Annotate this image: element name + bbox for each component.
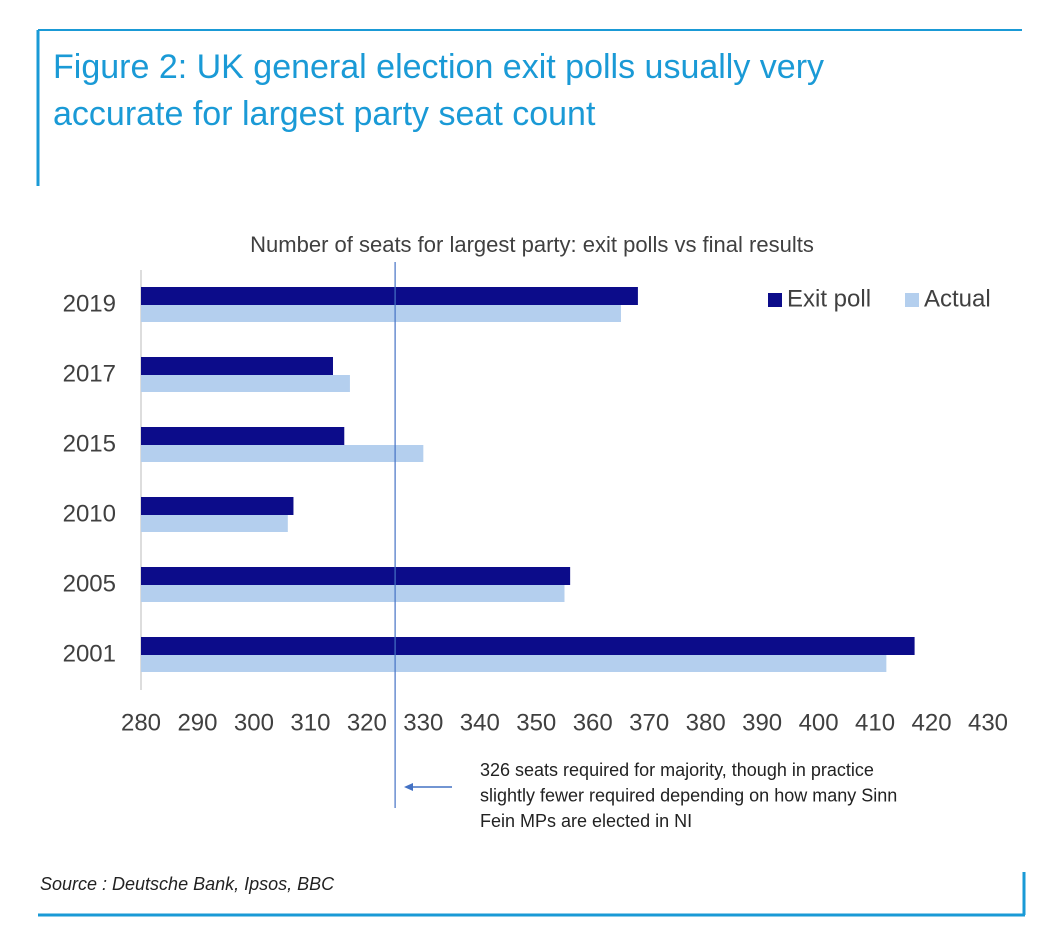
bar [141, 287, 638, 305]
x-tick-label: 360 [573, 709, 613, 736]
x-tick-label: 330 [403, 709, 443, 736]
legend-swatch [768, 293, 782, 307]
bar [141, 497, 294, 515]
chart-title: Figure 2: UK general election exit polls… [53, 48, 824, 86]
legend-swatch [905, 293, 919, 307]
x-tick-label: 400 [799, 709, 839, 736]
annotation-arrowhead [404, 783, 413, 791]
x-tick-label: 390 [742, 709, 782, 736]
source: Source : Deutsche Bank, Ipsos, BBC [40, 874, 335, 894]
x-tick-label: 320 [347, 709, 387, 736]
x-tick-label: 310 [290, 709, 330, 736]
y-tick-label: 2001 [63, 640, 116, 667]
x-tick-label: 370 [629, 709, 669, 736]
y-tick-label: 2010 [63, 500, 116, 527]
y-tick-label: 2005 [63, 570, 116, 597]
chart-subtitle: Number of seats for largest party: exit … [250, 232, 814, 257]
bar [141, 357, 333, 375]
y-tick-label: 2015 [63, 430, 116, 457]
annotation: 326 seats required for majority, though … [480, 760, 874, 780]
legend-label: Exit poll [787, 285, 871, 312]
x-tick-label: 380 [686, 709, 726, 736]
y-tick-label: 2019 [63, 290, 116, 317]
x-tick-label: 410 [855, 709, 895, 736]
legend-label: Actual [924, 285, 991, 312]
x-tick-label: 280 [121, 709, 161, 736]
x-tick-label: 300 [234, 709, 274, 736]
bar [141, 375, 350, 392]
bar [141, 585, 565, 602]
bar [141, 515, 288, 532]
bar [141, 567, 571, 585]
bar [141, 427, 345, 445]
x-tick-label: 290 [177, 709, 217, 736]
annotation: slightly fewer required depending on how… [480, 785, 897, 805]
annotation: Fein MPs are elected in NI [480, 811, 692, 831]
bar [141, 655, 887, 672]
x-tick-label: 340 [460, 709, 500, 736]
x-tick-label: 420 [912, 709, 952, 736]
x-tick-label: 350 [516, 709, 556, 736]
x-tick-label: 430 [968, 709, 1008, 736]
bar [141, 305, 621, 322]
bar [141, 637, 915, 655]
chart-title: accurate for largest party seat count [53, 95, 596, 133]
y-tick-label: 2017 [63, 360, 116, 387]
bar [141, 445, 424, 462]
